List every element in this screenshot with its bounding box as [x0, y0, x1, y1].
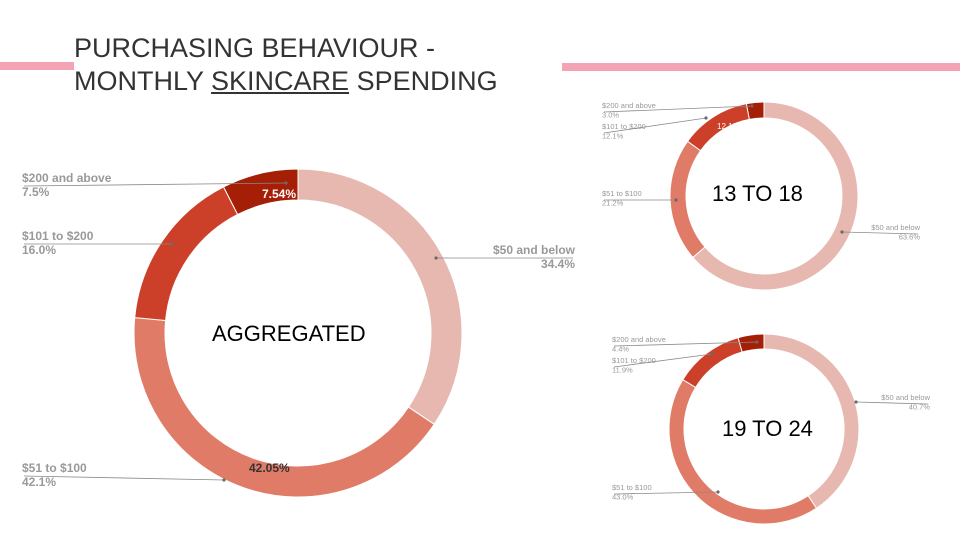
- title-line-1: PURCHASING BEHAVIOUR -: [74, 33, 436, 63]
- slice-value-s50-chart-3: 40.7%: [909, 403, 931, 412]
- slice-label-s101-chart-1: $101 to $200: [22, 229, 94, 243]
- slice-label-s50-chart-2: $50 and below: [871, 223, 920, 232]
- slice-s200-chart-2: [745, 101, 765, 120]
- leader-dot-s101-chart-3: [710, 352, 714, 356]
- slice-label-s200-chart-1: $200 and above: [22, 171, 112, 185]
- leader-line-s101-chart-3: [613, 353, 713, 368]
- slice-value-s200-chart-3: 4.4%: [612, 345, 629, 354]
- slice-s51-chart-3: [668, 378, 818, 525]
- slice-label-s50-chart-1: $50 and below: [493, 243, 576, 257]
- slice-label-s200-chart-3: $200 and above: [612, 335, 666, 344]
- slice-value-s50-chart-1: 34.4%: [541, 257, 575, 271]
- slice-value-s50-chart-2: 63.6%: [899, 233, 921, 242]
- slice-label-s200-chart-2: $200 and above: [602, 101, 656, 110]
- slice-value-s101-chart-1: 16.0%: [22, 243, 56, 257]
- leader-dot-s200-chart-3: [755, 340, 759, 344]
- leader-line-s51-chart-1: [23, 475, 225, 481]
- slice-label-s51-chart-3: $51 to $100: [612, 483, 652, 492]
- leader-dot-s200-chart-1: [284, 181, 288, 185]
- chart-label-19-to-24: 19 TO 24: [722, 416, 813, 441]
- leader-dot-s50-chart-3: [854, 400, 858, 404]
- slice-value-s200-chart-2: 3.0%: [602, 111, 619, 120]
- slice-label-s51-chart-1: $51 to $100: [22, 461, 87, 475]
- leader-line-s50-chart-3: [855, 401, 929, 405]
- leader-line-s200-chart-3: [613, 341, 758, 347]
- slice-value-s51-chart-3: 43.0%: [612, 493, 634, 502]
- chart-label-13-to-18: 13 TO 18: [712, 181, 803, 206]
- slice-value-s101-chart-3: 11.9%: [612, 366, 633, 375]
- accent-bar-right: [562, 63, 960, 71]
- slice-s200-chart-1: [222, 168, 299, 216]
- leader-dot-s101-chart-2: [704, 116, 708, 120]
- leader-dot-s51-chart-1: [222, 478, 226, 482]
- leader-line-s200-chart-1: [23, 182, 287, 187]
- accent-bar-left: [0, 62, 74, 70]
- slice-inner-value-s101-chart-2: 12.12%: [717, 122, 744, 131]
- slice-inner-value-s51-chart-1: 42.05%: [249, 461, 290, 475]
- slice-value-s101-chart-2: 12.1%: [602, 132, 624, 141]
- slice-s200-chart-3: [737, 333, 765, 353]
- slice-value-s51-chart-1: 42.1%: [22, 475, 56, 489]
- slice-s101-chart-3: [682, 336, 743, 389]
- leader-line-s200-chart-2: [603, 105, 753, 113]
- leader-dot-s51-chart-2: [674, 198, 678, 202]
- leader-dot-s200-chart-2: [750, 104, 754, 108]
- chart-label-aggregated: AGGREGATED: [212, 321, 366, 346]
- slice-s50-chart-1: [297, 168, 463, 426]
- leader-dot-s50-chart-1: [434, 256, 438, 260]
- slice-value-s51-chart-2: 21.2%: [602, 199, 624, 208]
- slice-label-s51-chart-2: $51 to $100: [602, 189, 642, 198]
- title-underlined-word: SKINCARE: [211, 66, 350, 96]
- leader-dot-s51-chart-3: [716, 490, 720, 494]
- slice-s101-chart-1: [134, 186, 239, 322]
- slice-label-s101-chart-2: $101 to $200: [602, 122, 646, 131]
- slice-label-s101-chart-3: $101 to $200: [612, 356, 656, 365]
- title-line-2-start: MONTHLY: [74, 66, 212, 96]
- leader-dot-s101-chart-1: [170, 242, 174, 246]
- title-line-2-end: SPENDING: [349, 66, 498, 96]
- leader-line-s50-chart-2: [841, 231, 919, 235]
- leader-dot-s50-chart-2: [840, 230, 844, 234]
- slice-label-s50-chart-3: $50 and below: [881, 393, 930, 402]
- slice-value-s200-chart-1: 7.5%: [22, 185, 50, 199]
- slide-title: PURCHASING BEHAVIOUR - MONTHLY SKINCARE …: [74, 32, 498, 98]
- leader-line-s101-chart-2: [603, 117, 707, 134]
- leader-line-s51-chart-3: [613, 491, 719, 495]
- slice-inner-value-s200-chart-1: 7.54%: [262, 187, 296, 201]
